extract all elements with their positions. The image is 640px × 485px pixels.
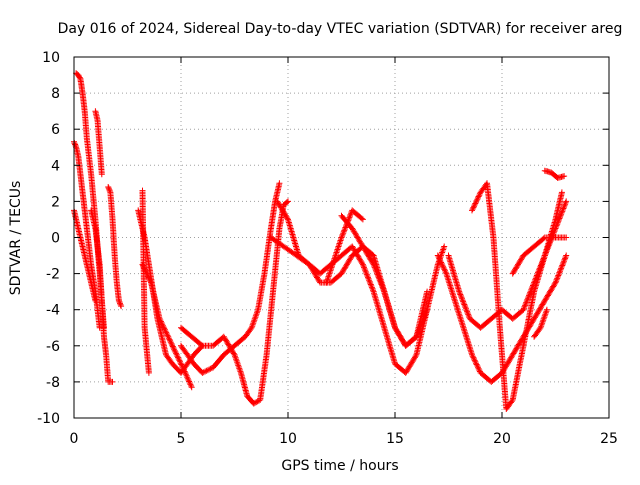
series-arc-e bbox=[92, 108, 105, 178]
series-arc-o bbox=[323, 207, 366, 286]
series-arc-r bbox=[469, 180, 565, 412]
series-arc-n bbox=[338, 212, 431, 349]
y-tick-label: 6 bbox=[51, 122, 60, 138]
series-markers bbox=[139, 261, 195, 391]
y-tick-label: 2 bbox=[51, 194, 60, 210]
y-tick-label: 4 bbox=[51, 158, 60, 174]
chart-title: Day 016 of 2024, Sidereal Day-to-day VTE… bbox=[58, 21, 623, 37]
tick-layer: 0 5 10 15 20 25 -10 -8 -6 -4 -2 0 2 4 6 8 10 bbox=[37, 50, 618, 447]
series-markers bbox=[531, 306, 550, 340]
y-tick-label: 8 bbox=[51, 86, 60, 102]
x-tick-label: 25 bbox=[600, 431, 618, 447]
series-markers bbox=[139, 187, 152, 376]
y-tick-label: -2 bbox=[46, 267, 60, 283]
series-arc-s bbox=[509, 234, 570, 277]
series-markers bbox=[178, 198, 291, 407]
series-markers bbox=[88, 207, 116, 385]
series-markers bbox=[338, 212, 431, 349]
series-markers bbox=[509, 234, 570, 277]
series-arc-u bbox=[531, 306, 550, 340]
series-arc-i bbox=[139, 187, 152, 376]
x-tick-label: 20 bbox=[493, 431, 511, 447]
y-tick-label: -8 bbox=[46, 375, 60, 391]
y-tick-label: -6 bbox=[46, 339, 60, 355]
x-tick-label: 10 bbox=[279, 431, 297, 447]
series-markers bbox=[178, 180, 283, 376]
series-arc-f bbox=[105, 184, 125, 310]
series-markers bbox=[105, 184, 125, 310]
y-tick-label: -10 bbox=[37, 411, 60, 427]
series-markers bbox=[323, 207, 366, 286]
x-axis-label: GPS time / hours bbox=[281, 458, 398, 474]
y-tick-label: 0 bbox=[51, 231, 60, 247]
series-markers bbox=[267, 234, 431, 376]
x-tick-label: 0 bbox=[70, 431, 79, 447]
x-tick-label: 5 bbox=[177, 431, 186, 447]
x-tick-label: 15 bbox=[386, 431, 404, 447]
data-layer bbox=[71, 70, 570, 412]
series-markers bbox=[92, 108, 105, 178]
series-arc-d bbox=[88, 207, 116, 385]
series-arc-k bbox=[178, 198, 291, 407]
y-axis-label: SDTVAR / TECUs bbox=[8, 181, 24, 296]
series-arc-m bbox=[267, 234, 431, 376]
y-tick-label: 10 bbox=[42, 50, 60, 66]
series-arc-t bbox=[541, 167, 568, 181]
series-markers bbox=[469, 180, 565, 412]
series-arc-h bbox=[139, 261, 195, 391]
series-markers bbox=[541, 167, 568, 181]
series-arc-j bbox=[178, 180, 283, 376]
y-tick-label: -4 bbox=[46, 303, 60, 319]
